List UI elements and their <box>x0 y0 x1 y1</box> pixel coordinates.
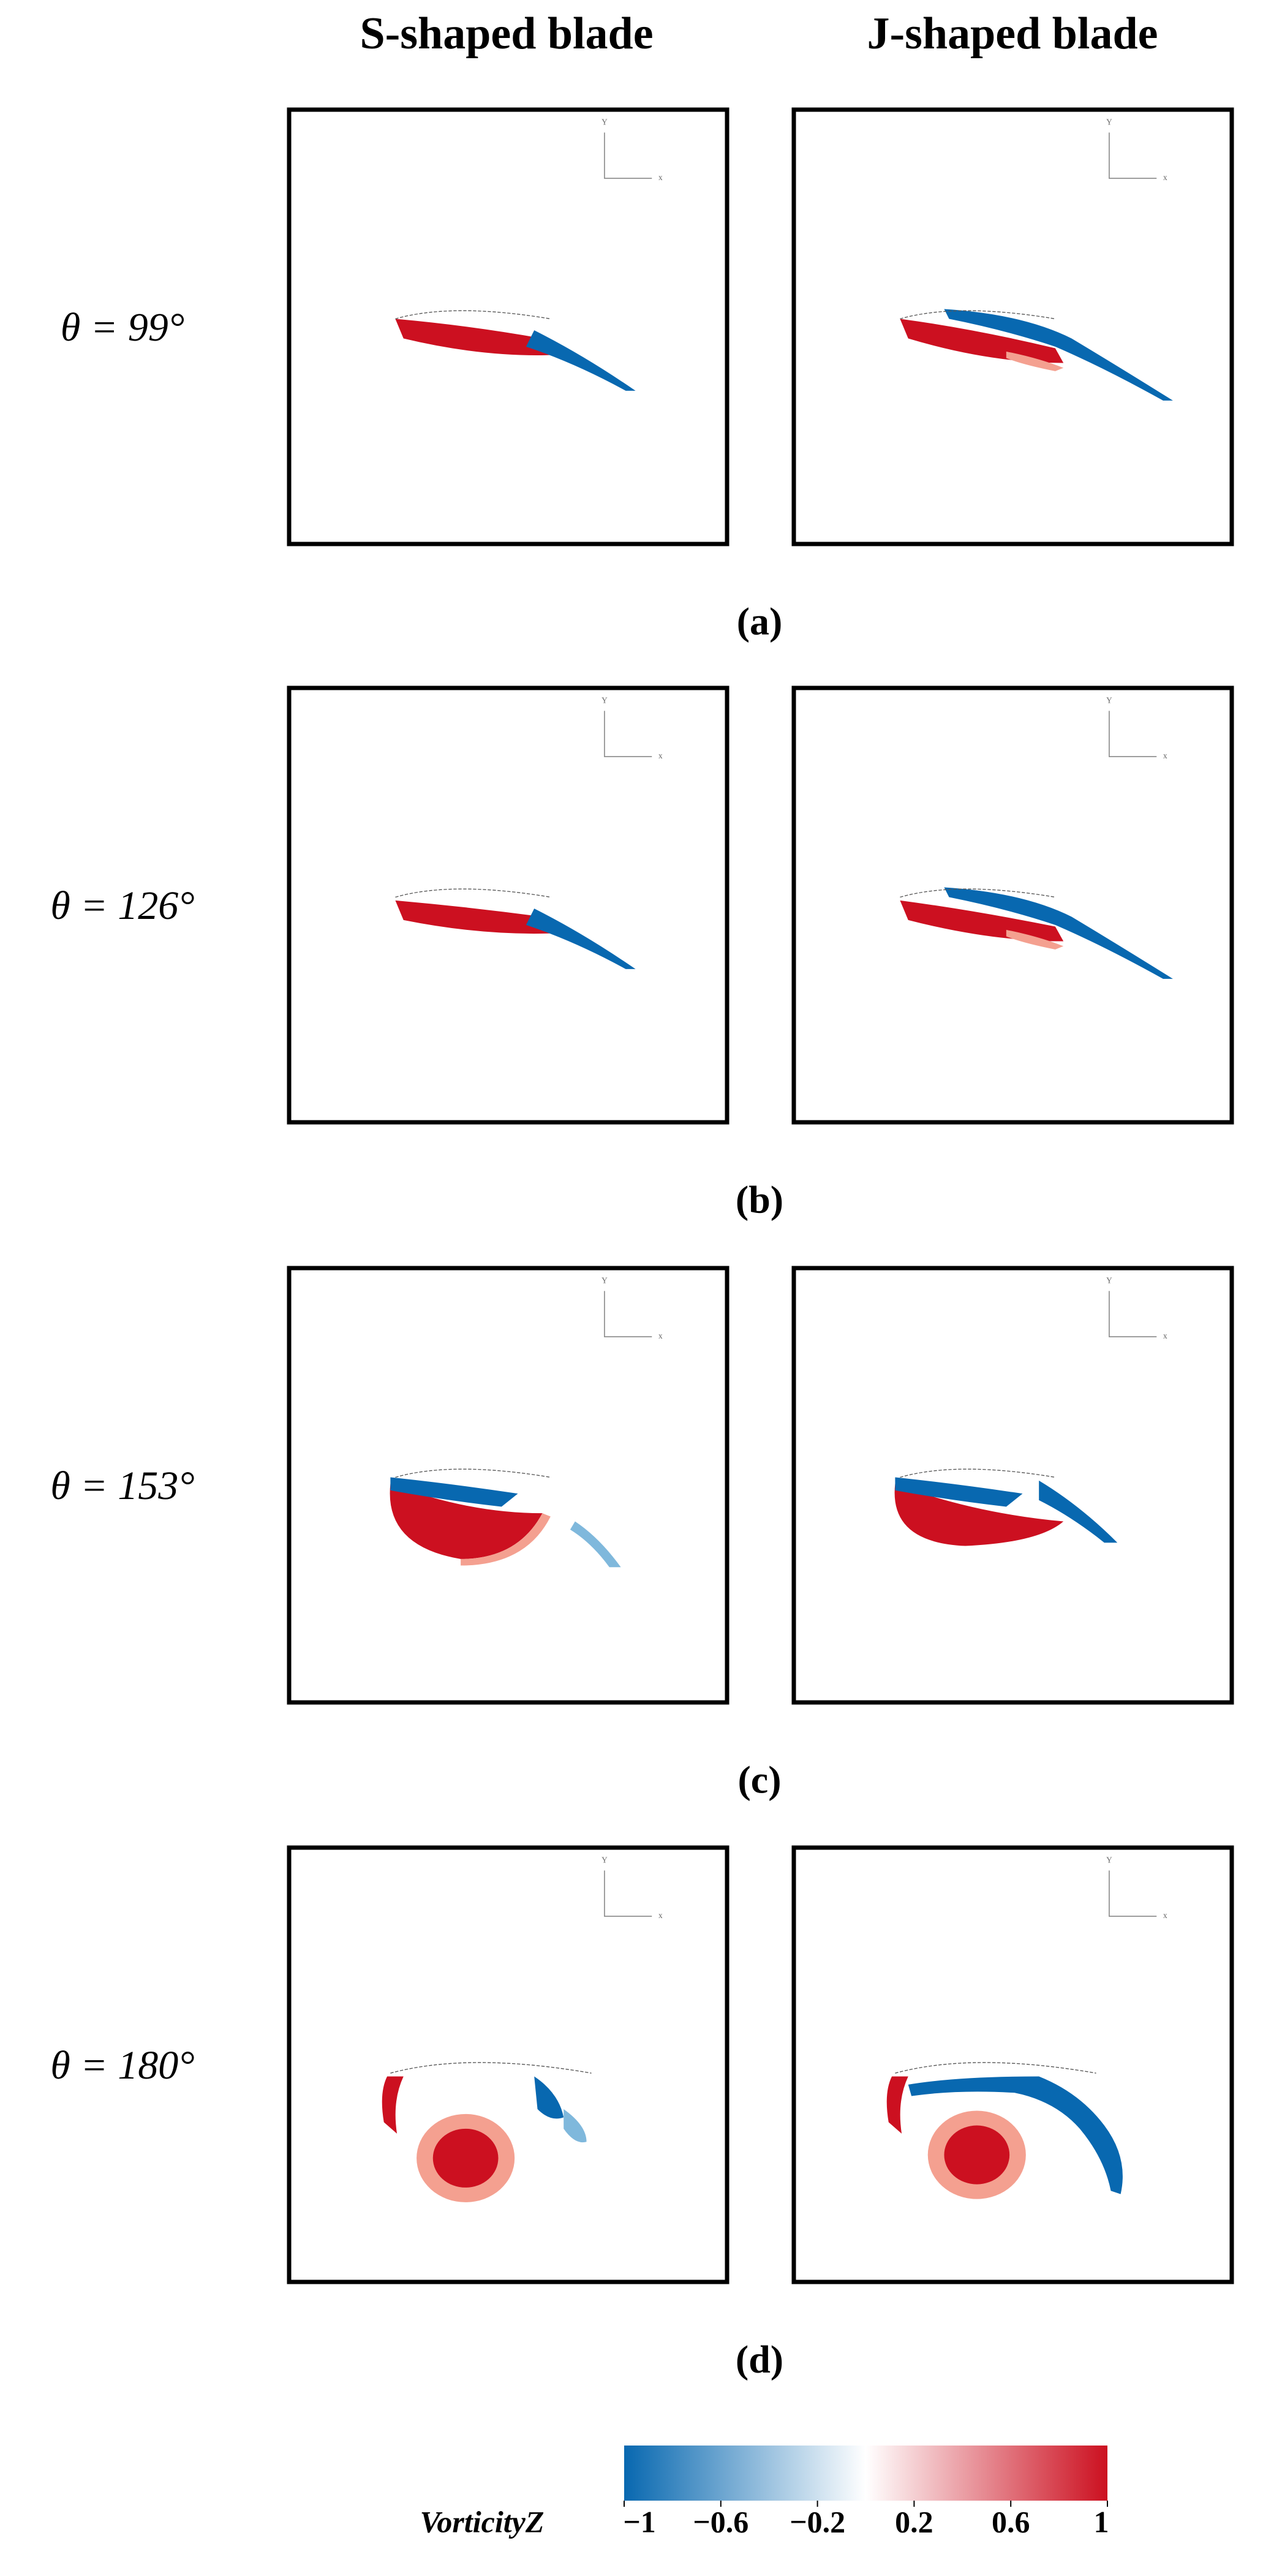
axis-triad <box>604 1291 652 1337</box>
triad-label: Y <box>601 1275 608 1285</box>
colorbar-label: VorticityZ <box>420 2504 545 2539</box>
triad-label: x <box>1163 173 1167 182</box>
triad-label: x <box>1163 751 1167 760</box>
vortex-core <box>944 2125 1010 2185</box>
blade-outline <box>395 888 551 898</box>
row-label: θ = 99° <box>61 305 184 350</box>
triad-label: x <box>1163 1331 1167 1340</box>
blade-outline <box>900 310 1055 320</box>
vorticity-region <box>526 330 636 391</box>
vorticity-region <box>900 319 1064 363</box>
vorticity-region <box>395 319 559 355</box>
vorticity-region <box>908 2076 1123 2194</box>
panel-frame <box>287 1266 730 1705</box>
vorticity-region <box>1039 1480 1118 1543</box>
colorbar-tick-label: 1 <box>1094 2504 1109 2539</box>
vorticity-region <box>390 1477 518 1507</box>
blade-outline <box>390 2062 592 2074</box>
vorticity-field: Yx <box>894 1275 1167 1546</box>
vorticity-region <box>944 309 1173 401</box>
vorticity-field: Yx <box>390 1275 663 1568</box>
panel-caption: (a) <box>737 600 783 643</box>
blade-outline <box>395 310 551 320</box>
vorticity-region <box>944 887 1173 979</box>
colorbar-tick-label: 0.2 <box>895 2504 933 2539</box>
colorbar <box>624 2446 1107 2501</box>
vorticity-region <box>1006 929 1064 950</box>
axis-triad <box>1109 1291 1157 1337</box>
vorticity-region <box>526 908 636 969</box>
triad-label: Y <box>1106 695 1112 704</box>
row-label: θ = 180° <box>50 2043 194 2088</box>
vorticity-field: Yx <box>395 695 663 969</box>
vorticity-field: Yx <box>886 1855 1167 2199</box>
panel-caption: (b) <box>736 1178 783 1222</box>
panel-caption: (d) <box>736 2338 783 2381</box>
triad-label: Y <box>1106 117 1112 126</box>
panel-caption: (c) <box>737 1758 781 1802</box>
triad-label: Y <box>1106 1855 1112 1864</box>
vorticity-region <box>395 900 559 934</box>
axis-triad <box>604 132 652 179</box>
colorbar-tick-label: −0.6 <box>693 2504 748 2539</box>
colorbar-tick-label: −1 <box>623 2504 656 2539</box>
vorticity-region <box>382 2076 404 2134</box>
vorticity-region <box>895 1477 1023 1507</box>
panel-frame <box>287 107 730 546</box>
vorticity-region <box>390 1484 543 1559</box>
colorbar-tick-label: 0.6 <box>992 2504 1030 2539</box>
triad-label: x <box>658 1911 663 1920</box>
vorticity-region <box>894 1484 1064 1546</box>
panel-frame <box>791 1266 1234 1705</box>
triad-label: Y <box>601 1855 608 1864</box>
vorticity-region <box>570 1521 621 1568</box>
triad-label: x <box>1163 1911 1167 1920</box>
vorticity-region <box>1006 351 1064 371</box>
triad-label: x <box>658 173 663 182</box>
blade-outline <box>900 1468 1055 1478</box>
triad-label: Y <box>601 695 608 704</box>
vorticity-region <box>900 900 1064 942</box>
panel-frame <box>287 686 730 1125</box>
vorticity-field: Yx <box>900 117 1173 401</box>
triad-label: x <box>658 751 663 760</box>
blade-outline <box>895 2062 1096 2074</box>
panel-frame <box>791 1845 1234 2284</box>
row-label: θ = 153° <box>50 1464 194 1508</box>
axis-triad <box>1109 711 1157 757</box>
vorticity-field: Yx <box>395 117 663 391</box>
column-header: J-shaped blade <box>867 9 1158 59</box>
blade-outline <box>900 888 1055 898</box>
vorticity-region <box>886 2076 908 2134</box>
axis-triad <box>1109 132 1157 179</box>
colorbar-tick-label: −0.2 <box>790 2504 845 2539</box>
triad-label: x <box>658 1331 663 1340</box>
vorticity-region <box>564 2109 587 2143</box>
row-label: θ = 126° <box>50 883 194 928</box>
vortex-core <box>432 2128 499 2188</box>
panel-frame <box>287 1845 730 2284</box>
vorticity-region <box>461 1513 551 1566</box>
blade-outline <box>395 1468 551 1478</box>
axis-triad <box>1109 1870 1157 1917</box>
column-header: S-shaped blade <box>360 9 653 59</box>
axis-triad <box>604 1870 652 1917</box>
axis-triad <box>604 711 652 757</box>
vorticity-region <box>534 2076 564 2119</box>
triad-label: Y <box>1106 1275 1112 1285</box>
vorticity-field: Yx <box>900 695 1173 979</box>
triad-label: Y <box>601 117 608 126</box>
vorticity-field: Yx <box>382 1855 663 2202</box>
